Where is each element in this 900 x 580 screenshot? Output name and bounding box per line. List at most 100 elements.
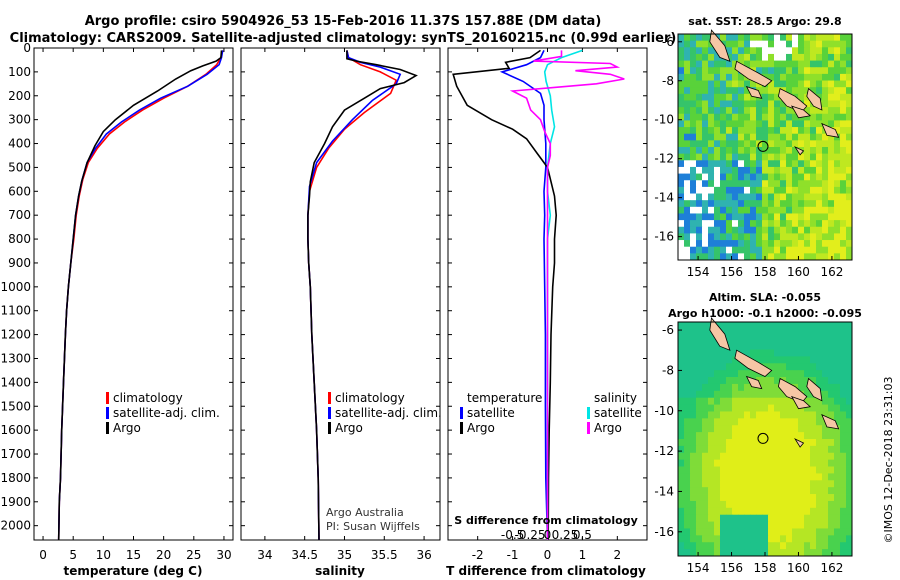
- map-cell: [714, 425, 721, 433]
- map-cell: [840, 404, 847, 412]
- map-cell: [702, 133, 709, 141]
- island-landmass: [745, 375, 763, 390]
- map-cell: [834, 528, 841, 536]
- map-cell: [720, 166, 727, 174]
- map-cell: [822, 60, 829, 68]
- map-cell: [834, 47, 841, 55]
- map-cell: [762, 40, 769, 48]
- map-cell: [744, 383, 751, 392]
- map-cell: [810, 542, 817, 550]
- map-cell: [768, 40, 775, 48]
- map-cell: [714, 535, 721, 543]
- map-cell: [798, 140, 805, 148]
- depth-tick-label: 500: [8, 160, 31, 174]
- map-cell: [798, 67, 805, 75]
- map-cell: [804, 233, 811, 241]
- map-cell: [810, 200, 817, 208]
- map-cell: [732, 246, 739, 254]
- map-cell: [798, 452, 805, 461]
- map-cell: [678, 200, 685, 208]
- map-cell: [738, 322, 745, 330]
- map-cell: [678, 480, 685, 488]
- map-cell: [738, 107, 745, 115]
- map-cell: [816, 494, 823, 502]
- map-cell: [678, 349, 685, 357]
- map-cell: [696, 383, 703, 392]
- map-cell: [732, 173, 739, 181]
- map-cell: [720, 220, 727, 228]
- map-cell: [708, 160, 715, 168]
- map-cell: [702, 40, 709, 48]
- map-cell: [684, 173, 691, 181]
- map-cell: [726, 528, 733, 536]
- map-cell: [732, 335, 739, 344]
- x-tick-label: 35.5: [371, 548, 398, 562]
- map-cell: [762, 53, 769, 61]
- map-cell: [678, 452, 685, 461]
- map-cell: [828, 153, 835, 161]
- map-cell: [744, 120, 751, 128]
- island-landmass: [709, 317, 731, 351]
- map-cell: [798, 160, 805, 168]
- map-cell: [798, 411, 805, 419]
- map-cell: [816, 342, 823, 350]
- map-cell: [720, 246, 727, 254]
- map-cell: [774, 439, 781, 447]
- map-cell: [750, 397, 757, 405]
- map-cell: [774, 452, 781, 461]
- map-cell: [774, 480, 781, 488]
- map-cell: [756, 335, 763, 344]
- depth-tick-label: 1200: [0, 328, 31, 342]
- map-cell: [792, 500, 799, 509]
- map-cell: [750, 418, 757, 426]
- map-cell: [840, 34, 847, 42]
- map-cell: [834, 206, 841, 214]
- map-cell: [840, 107, 847, 115]
- map-cell: [750, 127, 757, 135]
- map-cell: [846, 166, 853, 174]
- map-cell: [684, 213, 691, 221]
- map-cell: [756, 186, 763, 194]
- map-cell: [834, 107, 841, 115]
- map-cell: [714, 80, 721, 88]
- map-cell: [738, 514, 745, 522]
- map-cell: [834, 383, 841, 392]
- map-cell: [732, 445, 739, 454]
- map-cell: [846, 73, 853, 81]
- map-cell: [678, 432, 685, 440]
- map-cell: [762, 67, 769, 75]
- map-cell: [840, 133, 847, 141]
- map-cell: [762, 418, 769, 426]
- map-cell: [708, 47, 715, 55]
- map-cell: [714, 113, 721, 121]
- map-cell: [750, 542, 757, 550]
- map-cell: [822, 370, 829, 378]
- map-cell: [792, 220, 799, 228]
- map-cell: [678, 186, 685, 194]
- map-cell: [762, 60, 769, 68]
- map-cell: [726, 459, 733, 467]
- map-cell: [708, 500, 715, 509]
- map-cell: [714, 153, 721, 161]
- map-cell: [834, 542, 841, 550]
- map-cell: [714, 473, 721, 481]
- map-cell: [810, 240, 817, 248]
- map-cell: [732, 418, 739, 426]
- map-cell: [684, 439, 691, 447]
- map-cell: [798, 328, 805, 337]
- map-lat-label: -14: [654, 191, 674, 205]
- map-cell: [810, 40, 817, 48]
- map-cell: [846, 206, 853, 214]
- map-cell: [732, 363, 739, 371]
- map-cell: [738, 473, 745, 481]
- map-cell: [840, 173, 847, 181]
- map-cell: [696, 390, 703, 399]
- map-cell: [780, 220, 787, 228]
- map-cell: [762, 452, 769, 461]
- map-cell: [768, 459, 775, 467]
- map-cell: [840, 507, 847, 516]
- map-cell: [780, 356, 787, 364]
- map-cell: [732, 425, 739, 433]
- map-cell: [828, 87, 835, 95]
- legend-s-satellite: satellite: [594, 406, 642, 420]
